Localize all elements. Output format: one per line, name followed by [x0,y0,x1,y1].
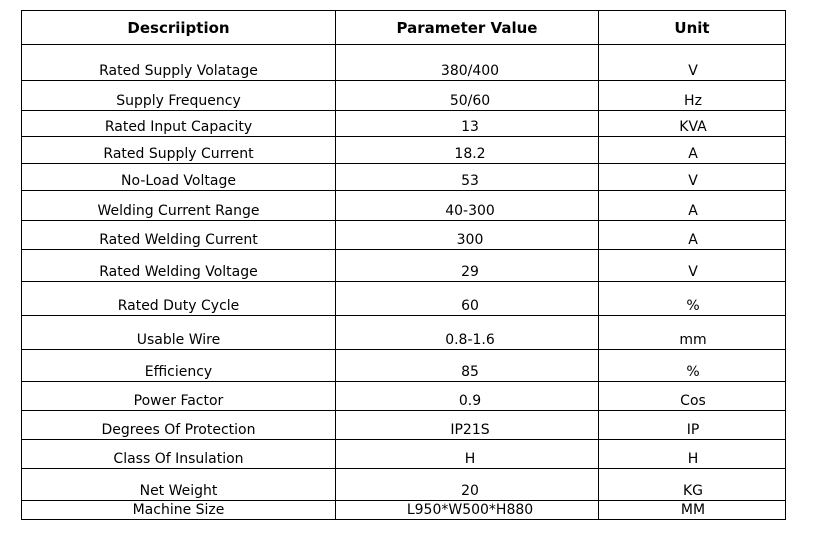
cell-unit: KG [598,468,786,501]
cell-unit: A [598,136,786,164]
table-row: Rated Supply Volatage 380/400 V [21,44,786,81]
table-row: Rated Duty Cycle 60 % [21,281,786,316]
table-row: Efficiency 85 % [21,349,786,382]
cell-description: Net Weight [21,468,336,501]
cell-description: Class Of Insulation [21,439,336,469]
cell-unit: MM [598,500,786,520]
cell-description: Rated Welding Voltage [21,249,336,282]
cell-description: Rated Welding Current [21,220,336,250]
cell-value: 85 [335,349,599,382]
cell-value: 380/400 [335,44,599,81]
table-row: Degrees Of Protection IP21S IP [21,410,786,440]
table-row: Machine Size L950*W500*H880 MM [21,500,786,520]
cell-description: Supply Frequency [21,80,336,111]
cell-description: Rated Supply Volatage [21,44,336,81]
cell-value: 20 [335,468,599,501]
cell-value: H [335,439,599,469]
spec-table: Descriiption Parameter Value Unit Rated … [21,10,786,520]
cell-unit: V [598,163,786,191]
cell-description: Efficiency [21,349,336,382]
cell-value: 60 [335,281,599,316]
cell-unit: % [598,281,786,316]
header-row: Descriiption Parameter Value Unit [21,10,786,45]
cell-unit: H [598,439,786,469]
cell-unit: A [598,220,786,250]
cell-description: Rated Input Capacity [21,110,336,137]
table-row: Class Of Insulation H H [21,439,786,469]
cell-unit: IP [598,410,786,440]
cell-description: No-Load Voltage [21,163,336,191]
cell-description: Machine Size [21,500,336,520]
cell-unit: % [598,349,786,382]
table-row: Supply Frequency 50/60 Hz [21,80,786,111]
cell-value: 300 [335,220,599,250]
cell-value: 13 [335,110,599,137]
table-row: Net Weight 20 KG [21,468,786,501]
header-unit: Unit [598,10,786,45]
header-parameter-value: Parameter Value [335,10,599,45]
cell-unit: KVA [598,110,786,137]
cell-unit: V [598,249,786,282]
cell-description: Rated Duty Cycle [21,281,336,316]
table-row: Welding Current Range 40-300 A [21,190,786,221]
cell-value: 40-300 [335,190,599,221]
cell-value: 0.8-1.6 [335,315,599,350]
table-row: Rated Welding Voltage 29 V [21,249,786,282]
cell-value: IP21S [335,410,599,440]
table-row: Power Factor 0.9 Cos [21,381,786,411]
cell-description: Degrees Of Protection [21,410,336,440]
table-row: No-Load Voltage 53 V [21,163,786,191]
cell-value: L950*W500*H880 [335,500,599,520]
table-row: Rated Supply Current 18.2 A [21,136,786,164]
table-row: Rated Welding Current 300 A [21,220,786,250]
cell-unit: mm [598,315,786,350]
cell-value: 29 [335,249,599,282]
cell-unit: A [598,190,786,221]
cell-description: Welding Current Range [21,190,336,221]
cell-description: Power Factor [21,381,336,411]
cell-value: 50/60 [335,80,599,111]
table-row: Usable Wire 0.8-1.6 mm [21,315,786,350]
cell-description: Rated Supply Current [21,136,336,164]
header-description: Descriiption [21,10,336,45]
cell-unit: Cos [598,381,786,411]
cell-value: 0.9 [335,381,599,411]
cell-description: Usable Wire [21,315,336,350]
cell-value: 53 [335,163,599,191]
cell-value: 18.2 [335,136,599,164]
cell-unit: Hz [598,80,786,111]
cell-unit: V [598,44,786,81]
table-row: Rated Input Capacity 13 KVA [21,110,786,137]
